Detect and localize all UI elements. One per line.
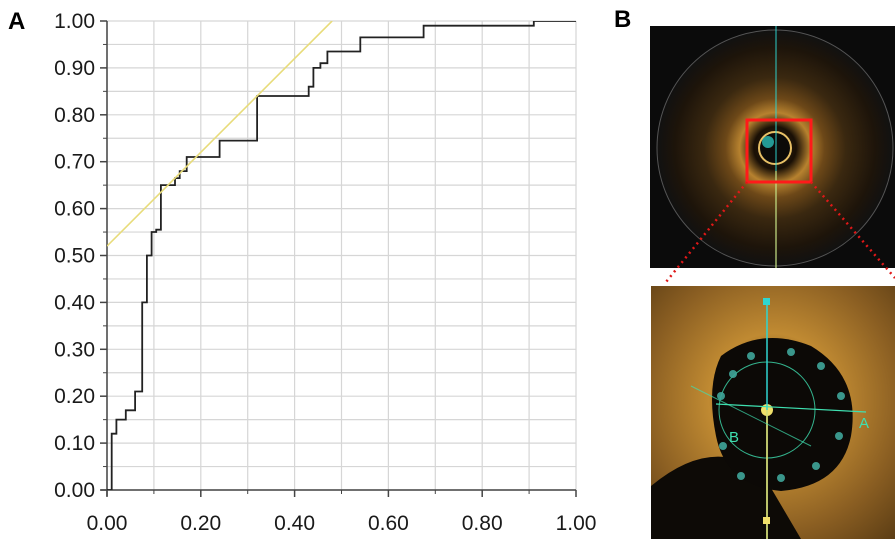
panel-label-a: A — [8, 8, 26, 35]
zoom-highlight-box — [745, 118, 813, 184]
x-tick-labels: 0.00 0.20 0.40 0.60 0.80 1.00 — [87, 512, 597, 535]
y-tick-label: 1.00 — [54, 10, 95, 33]
marker-a: A — [859, 415, 869, 432]
chart-series — [107, 21, 576, 490]
x-tick-label: 0.80 — [462, 512, 503, 535]
oct-zoom-image: A B — [651, 286, 895, 539]
x-tick-label: 0.40 — [274, 512, 315, 535]
x-tick-label: 0.20 — [180, 512, 221, 535]
roc-chart: 0.00 0.20 0.40 0.60 0.80 1.00 0.00 0.10 0.20 0.3… — [54, 10, 597, 535]
y-tick-label: 0.00 — [54, 479, 95, 502]
y-tick-label: 0.80 — [54, 104, 95, 127]
y-tick-label: 0.20 — [54, 385, 95, 408]
y-tick-label: 0.50 — [54, 245, 95, 268]
y-tick-label: 0.90 — [54, 57, 95, 80]
grid-lines — [106, 20, 577, 491]
y-tick-label: 0.30 — [54, 338, 95, 361]
y-tick-label: 0.40 — [54, 291, 95, 314]
x-tick-label: 0.60 — [368, 512, 409, 535]
x-tick-label: 0.00 — [87, 512, 128, 535]
panel-label-b: B — [614, 6, 632, 33]
y-tick-labels: 0.00 0.10 0.20 0.30 0.40 0.50 0.60 0.70 0.80 0.90… — [54, 10, 95, 502]
chart-axes — [100, 20, 577, 497]
reference-line — [107, 21, 333, 247]
oct-cross-section-image — [650, 26, 895, 268]
x-tick-label: 1.00 — [556, 512, 597, 535]
y-tick-label: 0.70 — [54, 151, 95, 174]
y-tick-label: 0.10 — [54, 432, 95, 455]
y-tick-label: 0.60 — [54, 198, 95, 221]
roc-curve-line — [107, 21, 576, 490]
marker-b: B — [729, 429, 739, 446]
